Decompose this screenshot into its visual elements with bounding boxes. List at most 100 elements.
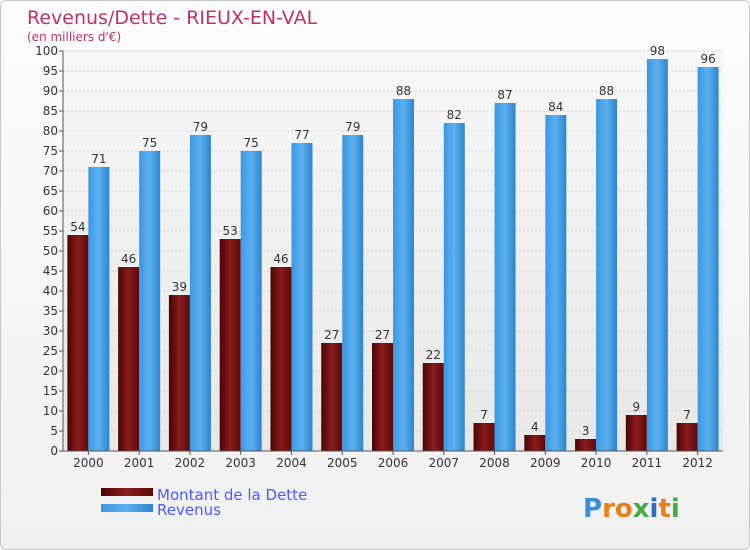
y-tick-label: 95	[43, 64, 58, 78]
y-tick-label: 20	[43, 364, 58, 378]
bar-revenus-2004	[291, 143, 313, 451]
bar-revenus-2006	[393, 99, 414, 451]
y-tick-label: 100	[35, 44, 58, 58]
bar-dette-2008	[473, 423, 495, 451]
y-tick-label: 80	[43, 124, 58, 138]
y-tick-label: 50	[43, 244, 58, 258]
data-label-revenus: 88	[396, 84, 411, 98]
y-tick-label: 45	[43, 264, 58, 278]
y-tick-label: 25	[43, 344, 58, 358]
y-tick-label: 40	[43, 284, 58, 298]
legend: Montant de la Dette Revenus	[101, 486, 307, 519]
y-tick-label: 85	[43, 104, 58, 118]
bar-dette-2001	[118, 267, 140, 451]
bar-revenus-2011	[646, 59, 668, 451]
data-label-dette: 7	[683, 408, 691, 422]
bar-dette-2010	[575, 439, 597, 451]
bar-dette-2009	[524, 435, 546, 451]
x-tick-label: 2012	[682, 456, 713, 470]
y-tick-label: 60	[43, 204, 58, 218]
bar-revenus-2008	[494, 103, 516, 451]
x-axis-ticks: 2000 2001 2002 2003 2004 2005 2006 2007 2008 2009…	[73, 451, 713, 470]
data-label-revenus: 71	[91, 152, 106, 166]
data-label-dette: 53	[223, 224, 238, 238]
bar-revenus-2000	[88, 167, 110, 451]
data-label-revenus: 79	[345, 120, 360, 134]
bar-dette-2012	[676, 423, 698, 451]
bar-revenus-2005	[342, 135, 364, 451]
x-tick-label: 2000	[73, 456, 104, 470]
bar-dette-2007	[422, 363, 444, 451]
data-label-dette: 27	[375, 328, 390, 342]
y-axis-ticks: 0 5 10 15 20 25 30 35 40 45 50 55 60 65 70 75 80 85 90 95 10…	[35, 44, 63, 458]
legend-swatch-dette	[101, 488, 153, 496]
logo-letter-6: i	[671, 494, 680, 524]
y-tick-label: 70	[43, 164, 58, 178]
logo-letter-0: P	[583, 494, 602, 524]
x-tick-label: 2008	[479, 456, 510, 470]
bar-dette-2004	[270, 267, 292, 451]
x-tick-label: 2006	[378, 456, 409, 470]
proxiti-logo: Proxiti	[583, 494, 680, 524]
bar-revenus-2009	[545, 115, 567, 451]
y-tick-label: 75	[43, 144, 58, 158]
data-label-revenus: 75	[244, 136, 259, 150]
data-label-dette: 7	[480, 408, 488, 422]
x-tick-label: 2009	[530, 456, 561, 470]
data-label-revenus: 82	[447, 108, 462, 122]
y-tick-label: 35	[43, 304, 58, 318]
data-label-revenus: 96	[700, 52, 715, 66]
bar-dette-2003	[219, 239, 241, 451]
x-tick-label: 2007	[428, 456, 459, 470]
bar-dette-2006	[372, 343, 393, 451]
data-label-dette: 3	[582, 424, 590, 438]
x-tick-label: 2001	[124, 456, 155, 470]
data-label-dette: 46	[273, 252, 288, 266]
bar-revenus-2007	[443, 123, 465, 451]
x-tick-label: 2010	[581, 456, 612, 470]
data-label-revenus: 88	[599, 84, 614, 98]
logo-letter-4: i	[650, 494, 659, 524]
legend-label-dette: Montant de la Dette	[157, 486, 307, 504]
bar-dette-2000	[67, 235, 89, 451]
logo-letter-5: t	[658, 494, 670, 524]
y-tick-label: 65	[43, 184, 58, 198]
logo-letter-3: x	[633, 494, 650, 524]
data-label-dette: 27	[324, 328, 339, 342]
chart-subtitle: (en milliers d'€)	[27, 30, 121, 44]
x-tick-label: 2004	[276, 456, 307, 470]
data-label-dette: 54	[70, 220, 85, 234]
logo-letter-1: r	[602, 494, 615, 524]
x-tick-label: 2011	[632, 456, 663, 470]
bar-dette-2011	[625, 415, 647, 451]
data-label-dette: 39	[172, 280, 187, 294]
y-tick-label: 30	[43, 324, 58, 338]
data-label-revenus: 87	[497, 88, 512, 102]
data-label-dette: 4	[531, 420, 539, 434]
y-tick-label: 0	[50, 444, 58, 458]
y-tick-label: 5	[50, 424, 58, 438]
chart-title: Revenus/Dette - RIEUX-EN-VAL	[27, 7, 318, 29]
logo-letter-2: o	[615, 494, 633, 524]
data-label-revenus: 84	[548, 100, 563, 114]
x-tick-label: 2003	[225, 456, 256, 470]
data-label-revenus: 77	[294, 128, 309, 142]
legend-swatch-revenus	[101, 504, 153, 512]
data-label-revenus: 75	[142, 136, 157, 150]
bar-revenus-2010	[596, 99, 618, 451]
data-label-dette: 22	[426, 348, 441, 362]
bar-revenus-2002	[189, 135, 211, 451]
bar-revenus-2001	[139, 151, 161, 451]
y-tick-label: 55	[43, 224, 58, 238]
bar-revenus-2012	[697, 67, 719, 451]
y-tick-label: 10	[43, 404, 58, 418]
y-tick-label: 15	[43, 384, 58, 398]
bar-dette-2002	[168, 295, 190, 451]
x-tick-label: 2005	[327, 456, 358, 470]
x-tick-label: 2002	[175, 456, 206, 470]
data-label-revenus: 79	[193, 120, 208, 134]
bar-revenus-2003	[240, 151, 262, 451]
